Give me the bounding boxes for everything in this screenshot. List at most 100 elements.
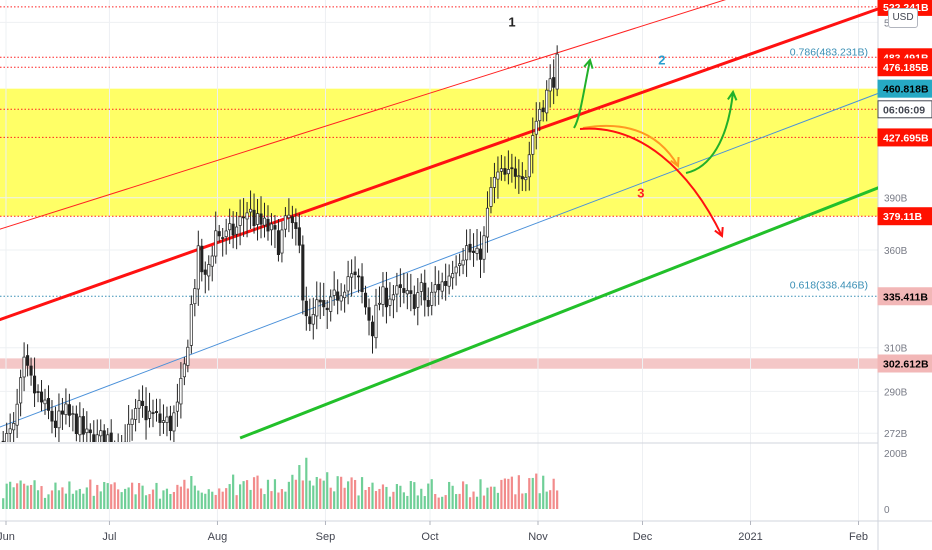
volume-bar (556, 490, 559, 509)
volume-bar (16, 483, 19, 509)
volume-bar (545, 491, 548, 509)
volume-bar (47, 494, 50, 509)
volume-bar (360, 477, 364, 509)
volume-bar (99, 491, 102, 509)
volume-bar (381, 484, 385, 509)
volume-bar (204, 493, 207, 509)
candle (22, 356, 26, 378)
candle (127, 423, 131, 442)
time-tick-label-7: 2021 (738, 531, 762, 543)
volume-bar (256, 475, 259, 509)
price-tag-box (877, 100, 932, 119)
candle (402, 288, 406, 293)
candle (423, 282, 427, 301)
price-tag-text: 476.185B (883, 62, 929, 74)
candle (332, 289, 336, 296)
candle (506, 169, 510, 175)
price-tag-box (877, 128, 932, 147)
scenario-1-curve (573, 59, 591, 129)
volume-bar (249, 489, 252, 509)
volume-bar (273, 479, 277, 509)
candle (137, 400, 141, 409)
dotted-levels-layer (0, 6, 878, 297)
candle (85, 428, 89, 434)
candle (304, 300, 308, 317)
candle (513, 168, 517, 177)
candle (527, 154, 531, 178)
candle (524, 177, 528, 181)
zone-1 (0, 358, 878, 369)
volume-bar (141, 485, 144, 509)
price-tag-text: 379.11B (883, 211, 923, 223)
volume-bar (402, 492, 405, 509)
volume-bar (207, 489, 210, 509)
candle (290, 216, 294, 224)
scenario-arrows-layer (573, 57, 738, 238)
candle (350, 273, 354, 278)
candle (19, 377, 23, 404)
candle (189, 304, 193, 346)
price-tag-text: 460.818B (883, 84, 929, 96)
volume-bar (169, 493, 172, 509)
candle (555, 53, 559, 90)
fib-label-1: 0.618(338.446B) (790, 279, 868, 291)
scenario-1-arrowhead (583, 57, 594, 69)
candle (482, 235, 486, 260)
volume-bar (437, 497, 440, 509)
price-tag-7: 379.11B (877, 207, 932, 226)
candle (437, 283, 441, 291)
volume-bar (211, 491, 214, 509)
candle (102, 430, 106, 442)
volume-bar (96, 484, 99, 509)
candle (468, 243, 472, 253)
candle (46, 398, 51, 411)
candle (196, 245, 200, 290)
volume-bar (486, 487, 489, 509)
candle (210, 255, 214, 267)
volume-bar (441, 496, 444, 509)
volume-bar (50, 490, 54, 509)
candle (186, 346, 190, 366)
currency-button[interactable]: USD (888, 8, 918, 28)
volume-bar (280, 489, 284, 509)
volume-bar (64, 493, 68, 509)
channel-line-0 (0, 0, 727, 230)
candle (311, 314, 315, 325)
candle (419, 282, 423, 292)
volume-bar (455, 494, 458, 509)
candle (329, 296, 333, 312)
candle (168, 415, 172, 432)
candle (548, 78, 552, 92)
candle (92, 434, 96, 442)
scenario-3-arrowhead (714, 226, 724, 238)
candle (141, 400, 145, 406)
volume-bar (409, 481, 412, 509)
volume-bar (319, 478, 322, 509)
candle (161, 420, 166, 423)
volume-bar (472, 491, 475, 509)
time-tick-label-6: Dec (633, 531, 653, 543)
volume-bar (343, 487, 346, 509)
volume-bar (329, 487, 332, 509)
volume-bar (427, 483, 430, 509)
candle (545, 89, 549, 114)
volume-bar (524, 493, 527, 509)
time-tick-label-2: Aug (208, 531, 228, 543)
candle (478, 248, 483, 260)
price-tick-label-1: 390B (884, 194, 908, 205)
volume-bar (71, 493, 74, 509)
volume-bar (113, 482, 116, 509)
price-tag-text: 06:06:09 (883, 104, 925, 116)
volume-bar (120, 492, 123, 509)
price-tag-box (877, 287, 932, 306)
volume-bar (57, 490, 61, 509)
volume-bar (172, 491, 176, 509)
price-tag-text: 427.695B (883, 132, 929, 144)
candle (179, 378, 183, 405)
candle (60, 410, 64, 415)
candles-layer (1, 45, 559, 442)
volume-bar (336, 476, 339, 509)
candle (29, 365, 33, 376)
volume-bar (503, 478, 506, 509)
